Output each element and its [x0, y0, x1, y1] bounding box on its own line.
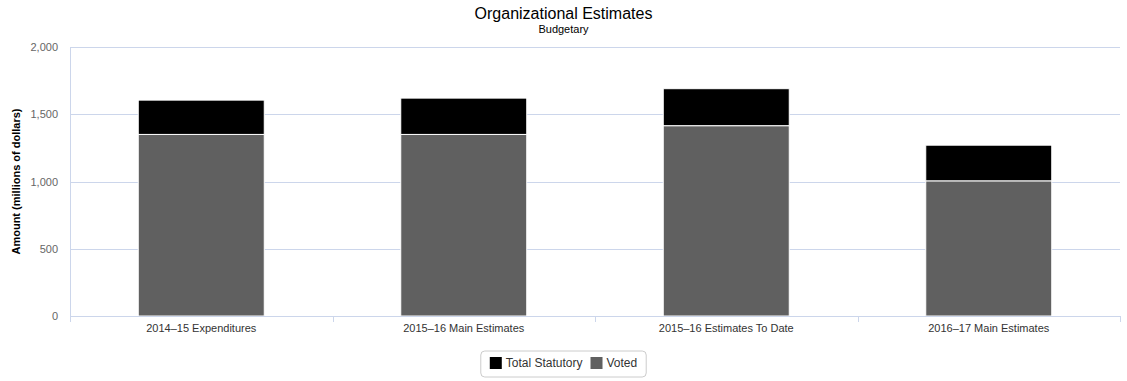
bars	[138, 89, 1052, 316]
x-axis: 2014–15 Expenditures 2015–16 Main Estimat…	[71, 316, 1121, 334]
x-tick: 2015–16 Estimates To Date	[659, 316, 794, 334]
y-tick: 500	[40, 243, 70, 255]
legend-label[interactable]: Voted	[607, 356, 638, 370]
x-tick-label: 2015–16 Estimates To Date	[659, 322, 794, 334]
subtitle: Budgetary	[538, 23, 589, 35]
y-tick: 1,000	[30, 176, 70, 188]
y-axis-line	[70, 48, 71, 317]
title: Organizational Estimates	[475, 5, 653, 22]
y-axis: 0 500 1,000 1,500 2,000	[30, 41, 70, 322]
category-divider	[70, 316, 71, 322]
legend-swatch[interactable]	[591, 357, 603, 369]
grid	[70, 48, 1120, 317]
x-tick-label: 2015–16 Main Estimates	[403, 322, 525, 334]
bar	[663, 89, 789, 126]
y-tick: 1,500	[30, 108, 70, 120]
y-tick-label: 500	[40, 243, 58, 255]
category-divider	[858, 316, 859, 322]
x-tick-label: 2016–17 Main Estimates	[928, 322, 1050, 334]
category-divider	[1120, 316, 1121, 322]
x-tick: 2014–15 Expenditures	[146, 316, 257, 334]
x-tick-label: 2014–15 Expenditures	[146, 322, 257, 334]
y-tick: 2,000	[30, 41, 70, 53]
bar	[926, 145, 1052, 181]
bar	[401, 98, 527, 134]
legend-item[interactable]: Total Statutory	[490, 356, 583, 370]
legend-swatch[interactable]	[490, 357, 502, 369]
chart: 05001,0001,5002,0002014–15 Expenditures2…	[0, 0, 1127, 381]
y-tick-label: 2,000	[30, 41, 58, 53]
bar	[401, 134, 527, 316]
bar	[926, 181, 1052, 316]
legend-label[interactable]: Total Statutory	[506, 356, 583, 370]
legend-box	[481, 351, 646, 377]
legend-item[interactable]: Voted	[591, 356, 638, 370]
y-tick-label: 1,500	[30, 108, 58, 120]
x-tick: 2015–16 Main Estimates	[403, 316, 525, 334]
y-tick-label: 0	[52, 310, 58, 322]
grid-line	[70, 47, 1120, 48]
legend: Total Statutory Voted	[481, 351, 646, 377]
bar	[138, 134, 264, 316]
y-tick: 0	[52, 310, 70, 322]
category-divider	[595, 316, 596, 322]
plot: 05001,0001,5002,0002014–15 Expenditures2…	[30, 41, 1120, 334]
category-divider	[333, 316, 334, 322]
bar	[138, 100, 264, 134]
y-tick-label: 1,000	[30, 176, 58, 188]
bar	[663, 126, 789, 316]
x-tick: 2016–17 Main Estimates	[928, 316, 1050, 334]
y-axis-title: Amount (millions of dollars)	[10, 108, 22, 254]
